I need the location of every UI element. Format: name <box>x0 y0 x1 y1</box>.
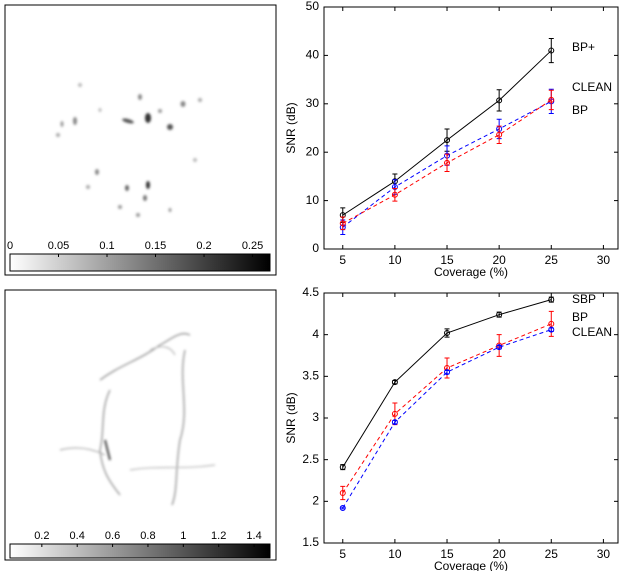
error-bar <box>340 506 346 510</box>
image-frame <box>4 4 277 276</box>
y-tick-label: 3 <box>312 410 319 424</box>
x-tick-label: 5 <box>339 547 346 561</box>
marker <box>339 490 346 496</box>
error-bar <box>548 37 554 64</box>
x-axis-label: Coverage (%) <box>434 559 508 571</box>
colorbar-tick-label: 1.4 <box>246 530 261 542</box>
marker <box>496 311 503 318</box>
colorbar-tick-label: 0 <box>7 240 13 252</box>
error-bar <box>340 485 346 501</box>
colorbar-tick-label: 1.2 <box>211 530 226 542</box>
image-frame <box>4 289 277 561</box>
x-tick-label: 25 <box>545 547 559 561</box>
y-tick-label: 3.5 <box>302 369 319 383</box>
colorbar-tick-label: 0.4 <box>70 530 85 542</box>
colorbar-tick-label: 0.05 <box>48 240 69 252</box>
marker <box>548 320 555 327</box>
marker <box>496 131 503 138</box>
series-label: BP <box>572 310 588 324</box>
x-axis-label: Coverage (%) <box>434 265 508 279</box>
colorbar-tick-label: 1 <box>180 530 186 542</box>
series-line <box>342 329 552 509</box>
marker <box>444 137 451 144</box>
error-bar <box>496 125 502 144</box>
y-tick-label: 1.5 <box>302 535 319 549</box>
x-tick-label: 10 <box>388 547 402 561</box>
marker <box>339 505 346 511</box>
x-tick-label: 20 <box>492 547 506 561</box>
axes-box <box>323 6 619 250</box>
series-line <box>342 299 552 468</box>
x-tick-label: 25 <box>545 253 559 267</box>
marker <box>548 296 555 303</box>
x-tick-label: 10 <box>388 253 402 267</box>
error-bar <box>548 89 554 111</box>
error-bar <box>444 153 450 173</box>
y-tick-label: 30 <box>306 96 320 110</box>
marker <box>391 419 398 426</box>
colorbar-tick-label: 0.2 <box>196 240 211 252</box>
marker <box>548 47 555 54</box>
colorbar-tick-label: 0.8 <box>140 530 155 542</box>
series-label: SBP <box>572 292 596 306</box>
y-axis-label: SNR (dB) <box>284 102 298 153</box>
y-tick-label: 10 <box>306 193 320 207</box>
marker <box>391 410 398 417</box>
y-tick-label: 2.5 <box>302 452 319 466</box>
y-tick-label: 4.5 <box>302 285 319 299</box>
marker <box>548 326 555 333</box>
series-label: CLEAN <box>572 325 612 339</box>
x-tick-label: 30 <box>597 547 611 561</box>
colorbar-tick-label: 0.1 <box>99 240 114 252</box>
colorbar-tick-label: 0.15 <box>145 240 166 252</box>
y-tick-label: 0 <box>312 241 319 255</box>
marker <box>548 96 555 103</box>
colorbar-tick-label: 0.25 <box>242 240 263 252</box>
y-tick-label: 2 <box>312 494 319 508</box>
series-label: BP+ <box>572 40 595 54</box>
y-tick-label: 50 <box>306 0 320 13</box>
marker <box>444 330 451 336</box>
y-tick-label: 4 <box>312 327 319 341</box>
marker <box>391 379 398 386</box>
marker <box>444 159 451 166</box>
y-tick-label: 40 <box>306 48 320 62</box>
x-tick-label: 30 <box>597 253 611 267</box>
x-tick-label: 15 <box>440 547 454 561</box>
extended-source <box>59 333 216 506</box>
source-blobs <box>56 83 202 217</box>
x-tick-label: 15 <box>440 253 454 267</box>
series-line <box>342 323 552 494</box>
colorbar-tick-label: 0.6 <box>105 530 120 542</box>
marker <box>496 344 503 351</box>
series-label: BP <box>572 103 588 117</box>
marker <box>339 464 346 471</box>
colorbar-tick-label: 0.2 <box>34 530 49 542</box>
marker <box>391 191 398 198</box>
y-tick-label: 20 <box>306 144 320 158</box>
y-axis-label: SNR (dB) <box>284 392 298 443</box>
marker <box>339 220 346 227</box>
colorbar <box>9 253 271 272</box>
x-tick-label: 5 <box>339 253 346 267</box>
marker <box>444 369 451 376</box>
error-bar <box>392 188 398 202</box>
error-bar <box>340 216 346 231</box>
error-bar <box>496 89 502 112</box>
series-label: CLEAN <box>572 80 612 94</box>
colorbar <box>9 543 271 559</box>
marker <box>496 97 503 104</box>
x-tick-label: 20 <box>492 253 506 267</box>
